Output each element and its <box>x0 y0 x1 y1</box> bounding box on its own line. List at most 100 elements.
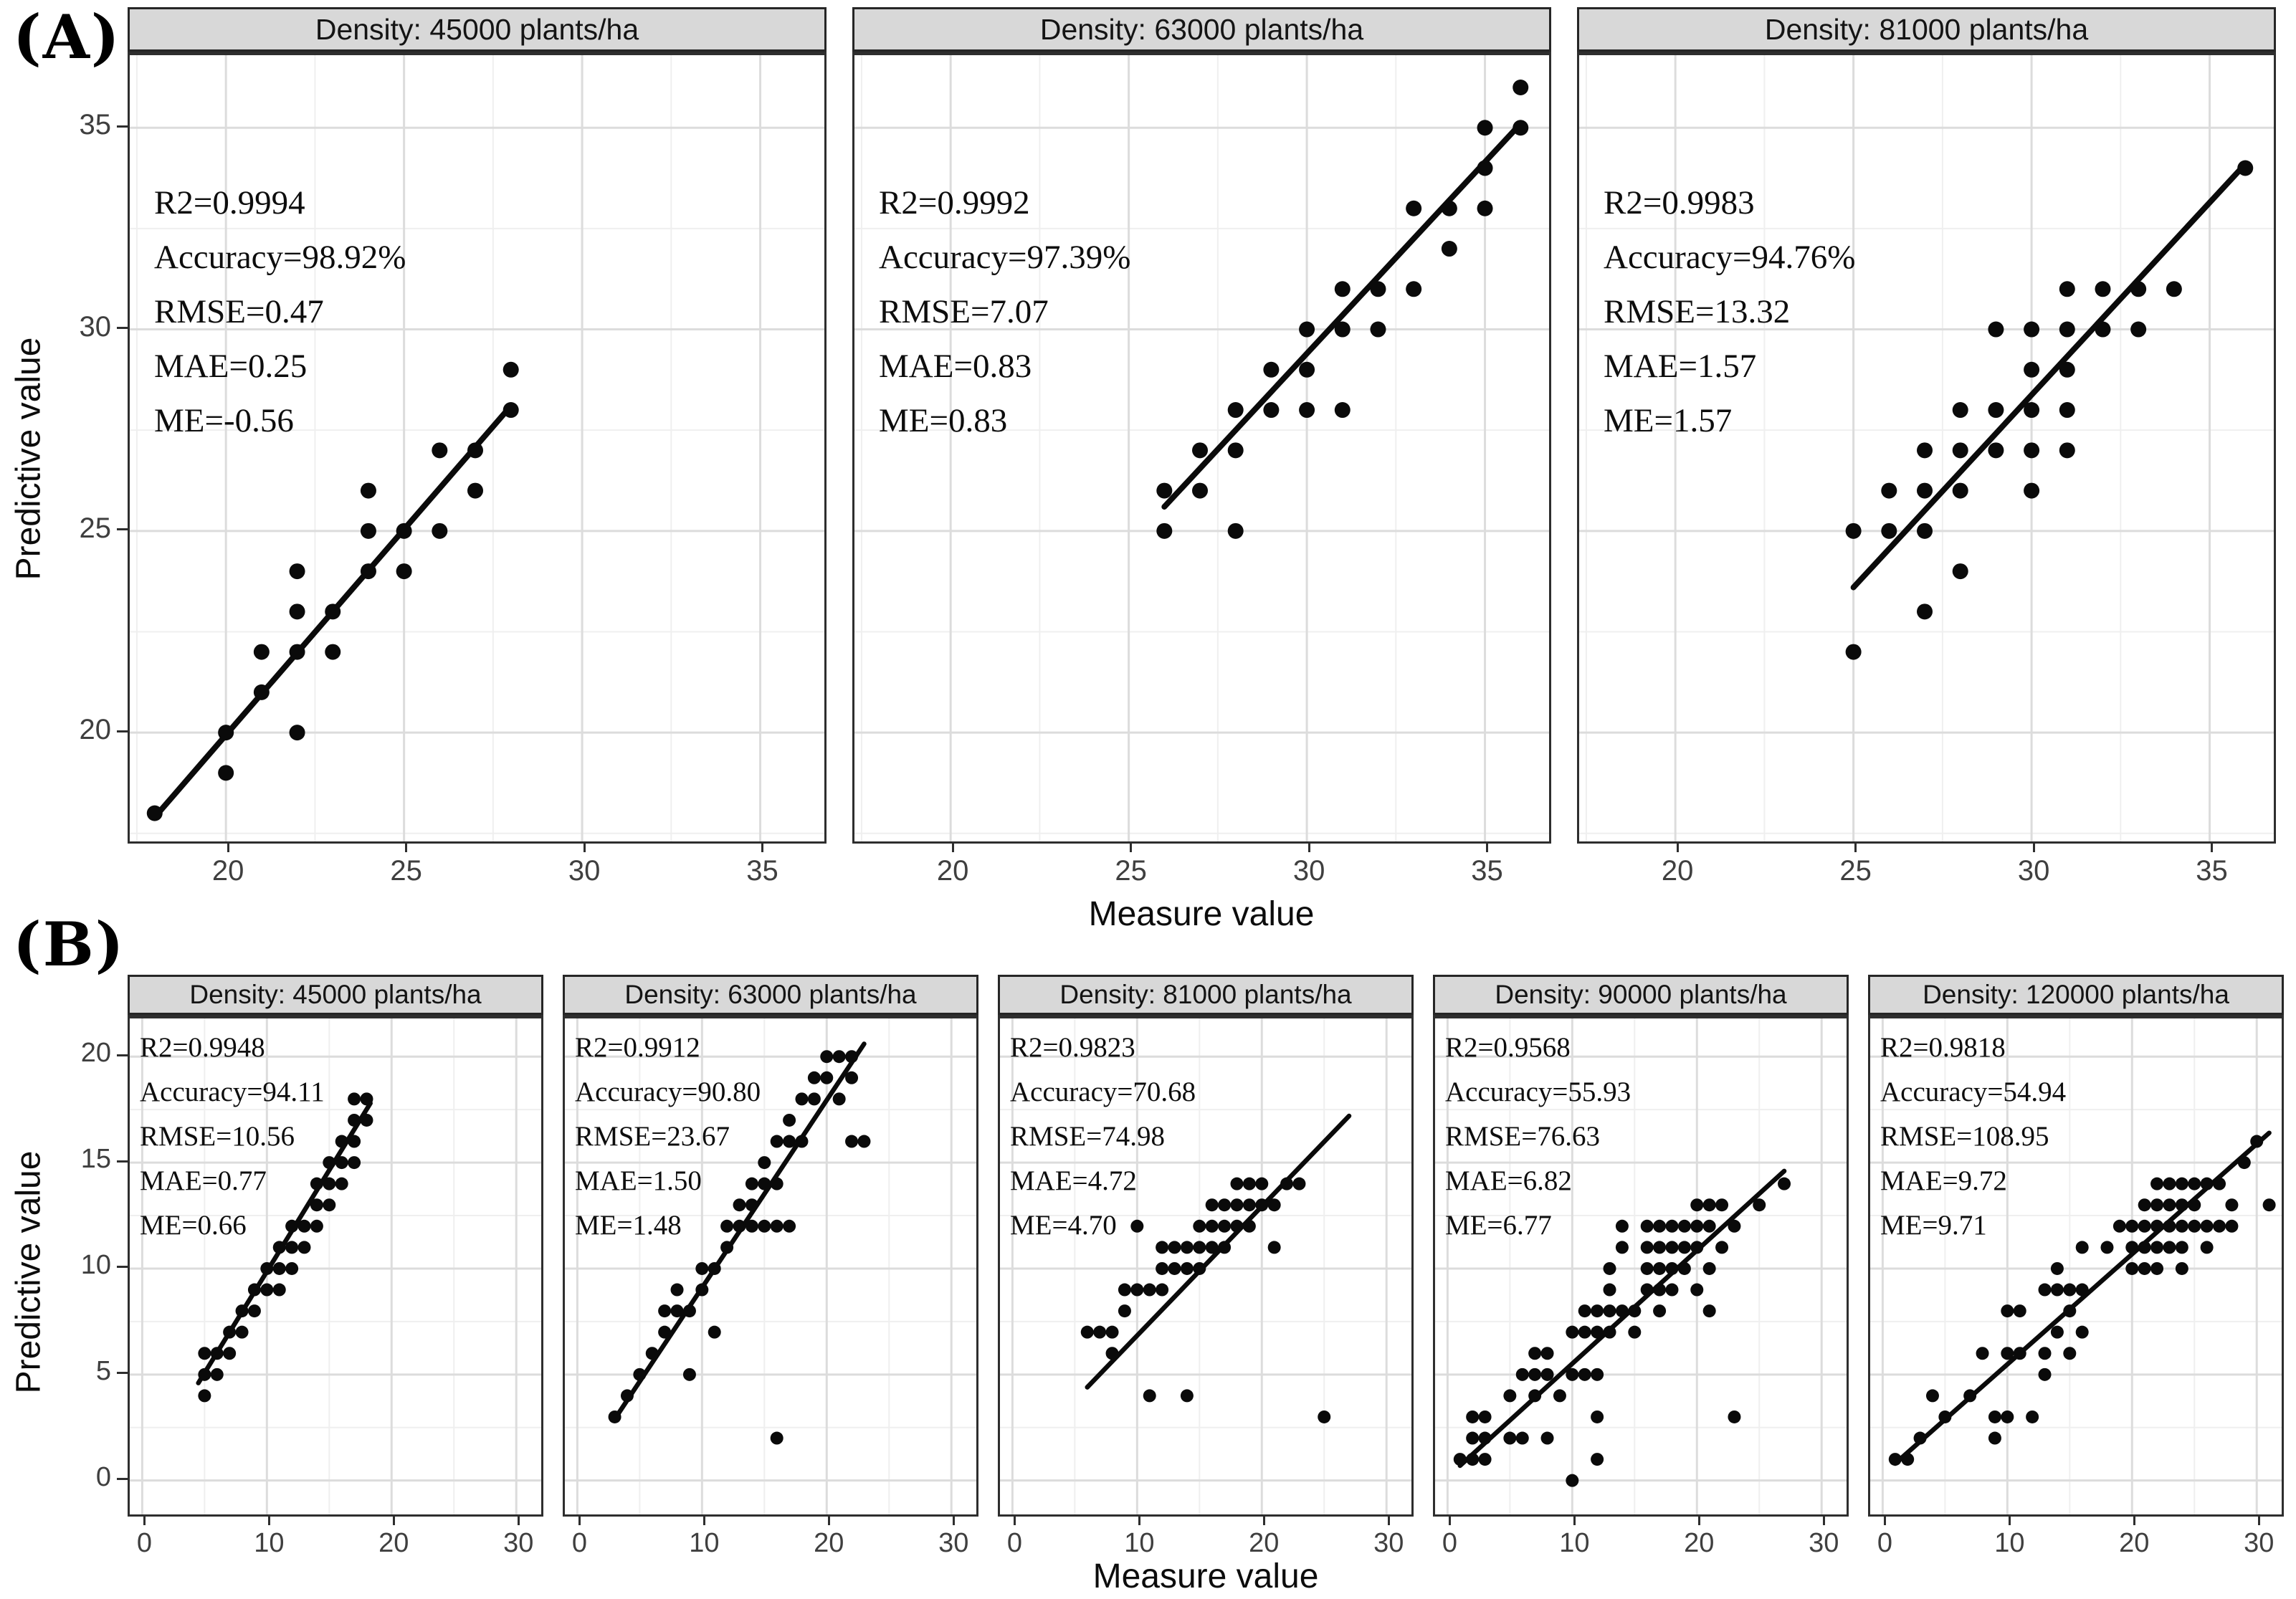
x-tick-mark <box>952 1514 955 1525</box>
y-axis-title-row-b: Predictive value <box>9 1150 48 1394</box>
x-tick-label: 20 <box>936 855 969 887</box>
stat-accuracy: Accuracy=55.93 <box>1445 1077 1632 1107</box>
x-axis-ticks: 0 10 20 30 <box>132 1514 543 1559</box>
y-tick-label: 25 <box>79 512 112 544</box>
x-tick-mark <box>267 1514 270 1525</box>
x-axis-ticks: 0 10 20 30 <box>567 1514 978 1559</box>
x-tick-label: 30 <box>938 1528 969 1558</box>
stat-me: ME=9.71 <box>1880 1210 1987 1241</box>
stat-mae: MAE=9.72 <box>1880 1165 2007 1196</box>
x-axis-ticks: 20 25 30 35 <box>1581 841 2276 887</box>
x-tick-label: 35 <box>746 855 778 887</box>
y-tick-label: 5 <box>95 1355 111 1386</box>
scatter-canvas <box>130 1018 541 1514</box>
x-tick-mark <box>583 841 586 852</box>
scatter-canvas <box>130 55 824 841</box>
stat-me: ME=4.70 <box>1010 1210 1117 1241</box>
x-tick-mark <box>1854 841 1857 852</box>
x-tick-label: 25 <box>390 855 422 887</box>
x-tick-mark <box>517 1514 520 1525</box>
y-tick-mark <box>117 327 128 330</box>
scatter-plot: R2=0.9912 Accuracy=90.80 RMSE=23.67 MAE=… <box>563 1015 978 1558</box>
x-tick-mark <box>2211 841 2214 852</box>
stat-mae: MAE=6.82 <box>1445 1165 1572 1196</box>
x-tick-label: 30 <box>2017 855 2050 887</box>
stat-me: ME=1.48 <box>575 1210 682 1241</box>
scatter-canvas <box>1435 1018 1847 1514</box>
facet-panel-b-81000: Density: 81000 plants/ha R2=0.9823 Accur… <box>998 975 1414 1558</box>
y-axis-title-row-a: Predictive value <box>9 337 48 581</box>
x-tick-mark <box>2257 1514 2260 1525</box>
x-tick-mark <box>1573 1514 1576 1525</box>
x-tick-label: 0 <box>571 1528 587 1558</box>
x-tick-mark <box>1697 1514 1700 1525</box>
x-axis-ticks: 0 10 20 30 <box>1002 1514 1414 1559</box>
facet-strip: Density: 63000 plants/ha <box>563 975 978 1015</box>
stat-rmse: RMSE=74.98 <box>1010 1121 1165 1152</box>
y-axis-ticks-row-b: 0 5 10 15 20 <box>73 1017 128 1514</box>
stat-rmse: RMSE=0.47 <box>154 293 324 330</box>
stat-mae: MAE=0.83 <box>879 348 1032 385</box>
x-tick-label: 30 <box>1292 855 1325 887</box>
stat-mae: MAE=1.57 <box>1604 348 1757 385</box>
x-axis-ticks: 20 25 30 35 <box>857 841 1551 887</box>
x-axis-ticks: 0 10 20 30 <box>1872 1514 2284 1559</box>
row-b-label: (B) <box>13 909 125 980</box>
y-tick-mark <box>117 1372 128 1375</box>
x-tick-mark <box>2032 841 2035 852</box>
stats-block: R2=0.9948 Accuracy=94.11 RMSE=10.56 MAE=… <box>140 1026 325 1248</box>
x-axis-ticks: 20 25 30 35 <box>132 841 827 887</box>
x-tick-label: 10 <box>1124 1528 1155 1558</box>
y-tick-mark <box>117 528 128 531</box>
stats-block: R2=0.9994 Accuracy=98.92% RMSE=0.47 MAE=… <box>154 176 406 448</box>
stat-rmse: RMSE=108.95 <box>1880 1121 2049 1152</box>
y-tick-mark <box>117 1478 128 1481</box>
x-tick-label: 35 <box>1471 855 1503 887</box>
x-tick-mark <box>2008 1514 2011 1525</box>
stats-block: R2=0.9568 Accuracy=55.93 RMSE=76.63 MAE=… <box>1445 1026 1631 1248</box>
x-tick-label: 35 <box>2196 855 2228 887</box>
x-tick-label: 20 <box>378 1528 409 1558</box>
x-tick-label: 10 <box>1994 1528 2025 1558</box>
stat-rmse: RMSE=23.67 <box>575 1121 730 1152</box>
stat-r2: R2=0.9983 <box>1604 184 1755 221</box>
stat-rmse: RMSE=13.32 <box>1604 293 1791 330</box>
scatter-plot: R2=0.9994 Accuracy=98.92% RMSE=0.47 MAE=… <box>128 52 827 887</box>
scatter-canvas <box>854 55 1549 841</box>
scatter-plot: R2=0.9568 Accuracy=55.93 RMSE=76.63 MAE=… <box>1433 1015 1849 1558</box>
scatter-plot: R2=0.9983 Accuracy=94.76% RMSE=13.32 MAE… <box>1577 52 2276 887</box>
x-tick-mark <box>702 1514 705 1525</box>
y-tick-label: 10 <box>80 1249 111 1280</box>
x-tick-mark <box>578 1514 581 1525</box>
stat-mae: MAE=1.50 <box>575 1165 702 1196</box>
facet-title: Density: 45000 plants/ha <box>315 12 639 46</box>
facet-panel-a-63000: Density: 63000 plants/ha R2=0.9992 Accur… <box>852 7 1551 887</box>
scatter-canvas <box>1870 1018 2282 1514</box>
x-tick-label: 0 <box>1442 1528 1457 1558</box>
x-tick-label: 30 <box>568 855 601 887</box>
y-tick-label: 30 <box>79 310 112 343</box>
facet-title: Density: 81000 plants/ha <box>1764 12 2089 46</box>
stat-accuracy: Accuracy=98.92% <box>154 239 406 276</box>
facet-title: Density: 90000 plants/ha <box>1495 980 1787 1009</box>
facet-title: Density: 45000 plants/ha <box>189 980 482 1009</box>
x-tick-label: 30 <box>1373 1528 1404 1558</box>
x-tick-mark <box>1486 841 1489 852</box>
stats-block: R2=0.9823 Accuracy=70.68 RMSE=74.98 MAE=… <box>1010 1026 1196 1248</box>
facet-title: Density: 63000 plants/ha <box>1039 12 1364 46</box>
facet-strip: Density: 63000 plants/ha <box>852 7 1551 52</box>
scatter-plot: R2=0.9823 Accuracy=70.68 RMSE=74.98 MAE=… <box>998 1015 1414 1558</box>
facet-panel-b-120000: Density: 120000 plants/ha R2=0.9818 Accu… <box>1868 975 2284 1558</box>
stats-block: R2=0.9983 Accuracy=94.76% RMSE=13.32 MAE… <box>1604 176 1855 448</box>
x-tick-mark <box>1448 1514 1451 1525</box>
stats-block: R2=0.9818 Accuracy=54.94 RMSE=108.95 MAE… <box>1880 1026 2066 1248</box>
facet-panel-a-45000: Density: 45000 plants/ha R2=0.9994 Accur… <box>128 7 827 887</box>
stat-accuracy: Accuracy=94.76% <box>1604 239 1856 276</box>
x-tick-mark <box>1883 1514 1886 1525</box>
x-tick-label: 10 <box>254 1528 285 1558</box>
x-tick-mark <box>951 841 954 852</box>
stat-r2: R2=0.9994 <box>154 184 305 221</box>
x-tick-mark <box>1138 1514 1140 1525</box>
y-tick-label: 35 <box>79 109 112 141</box>
